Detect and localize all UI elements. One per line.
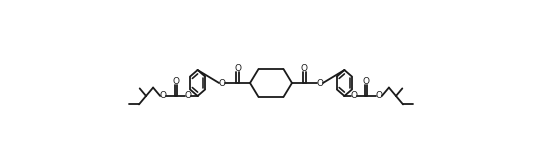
Text: O: O: [185, 91, 192, 100]
Text: O: O: [350, 91, 357, 100]
Text: O: O: [317, 79, 324, 87]
Text: O: O: [363, 77, 369, 86]
Text: O: O: [234, 64, 241, 73]
Text: O: O: [173, 77, 179, 86]
Text: O: O: [218, 79, 225, 87]
Text: O: O: [376, 91, 382, 100]
Text: O: O: [160, 91, 166, 100]
Text: O: O: [301, 64, 308, 73]
